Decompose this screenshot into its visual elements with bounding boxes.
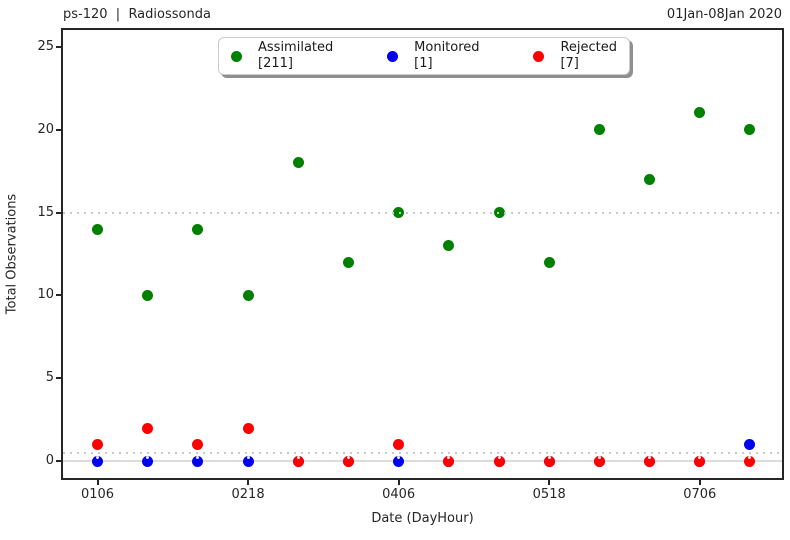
legend-label-monitored: Monitored [1]	[414, 40, 479, 72]
y-tick-label: 15	[37, 204, 54, 220]
y-tick	[56, 45, 61, 48]
reference-line-y0	[63, 460, 782, 463]
legend-label-rejected: Rejected [7]	[560, 40, 617, 72]
data-point-assimilated-0718	[744, 124, 756, 136]
y-tick-label: 10	[37, 287, 54, 303]
baseline-micro-dot	[648, 455, 652, 459]
data-point-rejected-0506	[493, 455, 505, 467]
assimilated-marker-icon	[231, 50, 242, 62]
baseline-micro-dot	[547, 455, 551, 459]
data-point-monitored-0406	[393, 455, 405, 467]
data-point-rejected-0118	[142, 422, 154, 434]
x-tick-label: 0706	[683, 487, 717, 502]
data-point-rejected-0618	[644, 455, 656, 467]
y-tick	[56, 211, 61, 214]
y-tick	[56, 377, 61, 380]
x-tick	[698, 480, 701, 485]
data-point-rejected-0206	[192, 439, 204, 451]
y-tick	[56, 128, 61, 131]
x-tick-label: 0218	[231, 487, 265, 502]
y-tick-label: 25	[37, 38, 54, 54]
data-point-monitored-0118	[142, 455, 154, 467]
y-tick-label: 0	[45, 453, 54, 469]
data-point-assimilated-0518	[543, 256, 555, 268]
reference-line-y15	[63, 211, 782, 214]
baseline-micro-dot	[196, 455, 200, 459]
data-point-monitored-0718	[744, 439, 756, 451]
legend-series-count: [7]	[560, 56, 579, 71]
baseline-micro-dot	[497, 455, 501, 459]
x-tick	[96, 480, 99, 485]
data-point-rejected-0306	[292, 455, 304, 467]
legend-entry-monitored: Monitored [1]	[387, 40, 480, 72]
baseline-micro-dot	[698, 455, 702, 459]
data-point-rejected-0606	[593, 455, 605, 467]
data-point-rejected-0718	[744, 455, 756, 467]
data-point-assimilated-0418	[443, 240, 455, 252]
data-point-assimilated-0218	[242, 289, 254, 301]
monitored-marker-icon	[387, 50, 399, 62]
data-point-rejected-0706	[694, 455, 706, 467]
legend-series-name: Monitored	[414, 40, 480, 55]
data-point-assimilated-0606	[593, 124, 605, 136]
baseline-micro-dot	[397, 455, 401, 459]
data-point-assimilated-0706	[694, 107, 706, 119]
y-tick	[56, 460, 61, 463]
data-point-assimilated-0106	[92, 223, 103, 235]
rejected-marker-icon	[533, 50, 545, 62]
baseline-micro-dot	[96, 455, 99, 459]
legend-series-count: [211]	[258, 56, 293, 71]
data-point-assimilated-0618	[644, 173, 656, 185]
x-axis-label: Date (DayHour)	[371, 511, 474, 526]
data-point-monitored-0106	[92, 455, 103, 467]
baseline-micro-dot	[597, 455, 601, 459]
legend-series-name: Assimilated	[258, 40, 334, 55]
data-point-rejected-0418	[443, 455, 455, 467]
plot-title-right: 01Jan-08Jan 2020	[666, 7, 782, 22]
x-tick-label: 0518	[532, 487, 566, 502]
x-tick	[247, 480, 250, 485]
reference-line-y0.5	[63, 452, 782, 455]
data-point-assimilated-0118	[142, 289, 154, 301]
data-point-monitored-0206	[192, 455, 204, 467]
data-point-rejected-0406	[393, 439, 405, 451]
baseline-micro-dot	[296, 455, 300, 459]
data-point-rejected-0318	[342, 455, 354, 467]
data-point-rejected-0518	[543, 455, 555, 467]
data-point-monitored-0218	[242, 455, 254, 467]
y-tick-label: 20	[37, 121, 54, 137]
legend-entry-rejected: Rejected [7]	[533, 40, 617, 72]
x-tick-label: 0406	[382, 487, 416, 502]
legend-series-count: [1]	[414, 56, 433, 71]
legend: Assimilated [211] Monitored [1] Rejected…	[218, 37, 630, 75]
data-point-assimilated-0206	[192, 223, 204, 235]
baseline-micro-dot	[748, 455, 752, 459]
baseline-micro-dot	[346, 455, 350, 459]
data-point-rejected-0218	[242, 422, 254, 434]
x-tick	[548, 480, 551, 485]
plot-frame	[61, 28, 784, 480]
y-tick-label: 5	[45, 370, 54, 386]
plot-area	[63, 30, 782, 478]
x-tick-label: 0106	[80, 487, 115, 502]
y-tick	[56, 294, 61, 297]
baseline-micro-dot	[146, 455, 150, 459]
baseline-micro-dot	[246, 455, 250, 459]
data-point-rejected-0106	[92, 439, 103, 451]
x-tick	[397, 480, 400, 485]
legend-series-name: Rejected	[560, 40, 617, 55]
plot-title-left: ps-120 | Radiossonda	[63, 7, 211, 22]
data-point-assimilated-0306	[292, 157, 304, 169]
data-point-assimilated-0318	[342, 256, 354, 268]
baseline-micro-dot	[447, 455, 451, 459]
legend-entry-assimilated: Assimilated [211]	[231, 40, 333, 72]
legend-label-assimilated: Assimilated [211]	[258, 40, 333, 72]
